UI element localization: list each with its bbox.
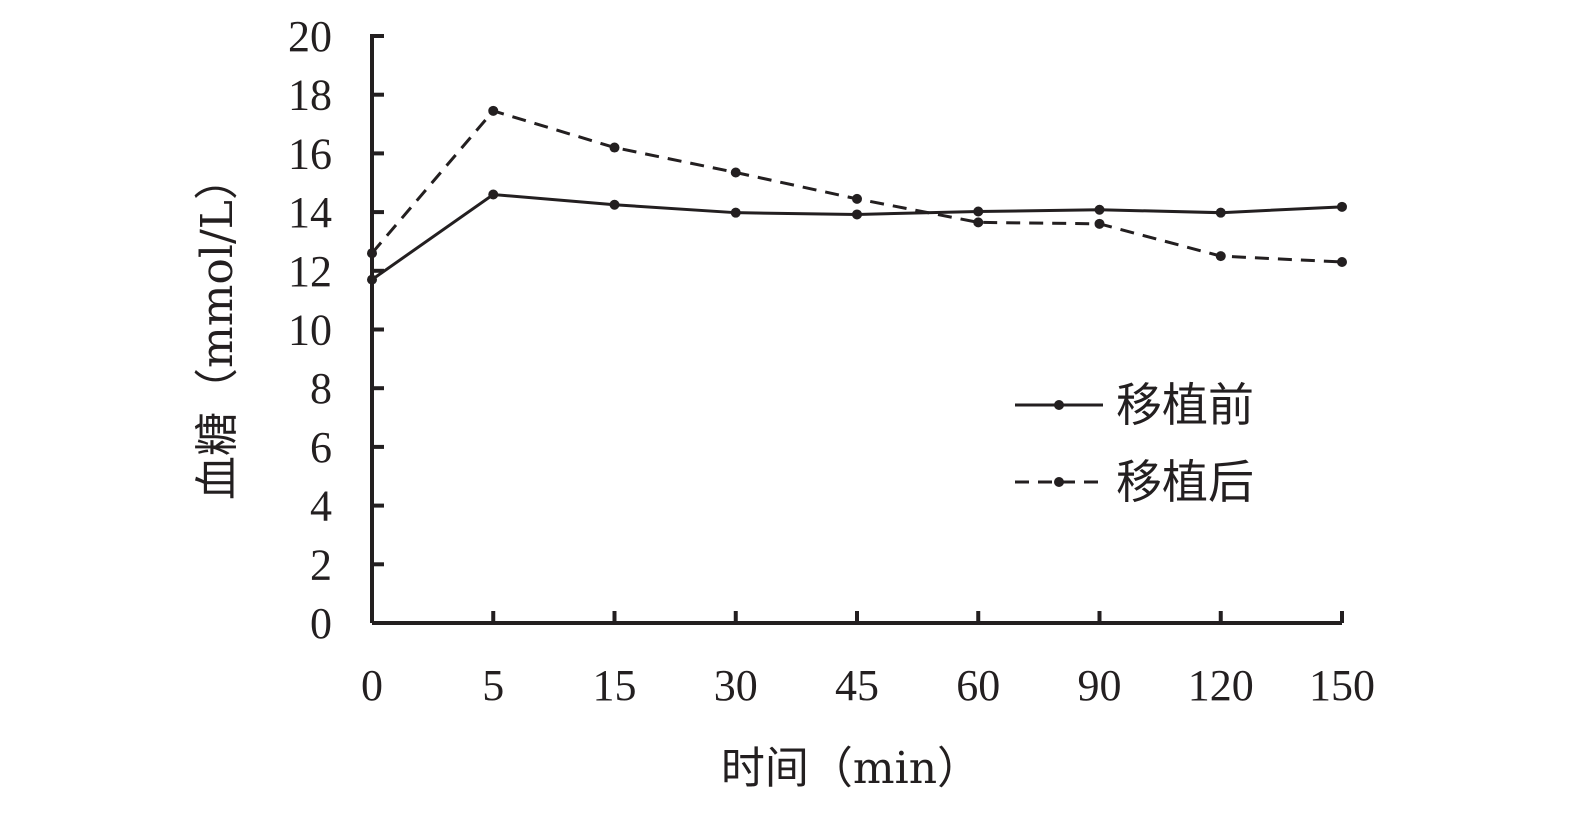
x-axis-title: 时间（min）	[721, 743, 981, 794]
series-2	[367, 105, 1347, 267]
x-tick-label: 60	[956, 661, 1000, 710]
x-axis-ticks: 0 5 15 30 45 60 90 120 150	[361, 611, 1375, 710]
data-point	[367, 248, 377, 259]
data-point	[1094, 204, 1105, 215]
y-tick-label: 20	[288, 12, 332, 61]
series-line	[370, 109, 1343, 264]
legend-item-1: 移植前	[1015, 378, 1254, 432]
y-tick-label: 14	[288, 188, 332, 237]
y-tick-label: 4	[310, 482, 332, 531]
x-tick-label: 0	[361, 661, 383, 710]
y-axis-title: 血糖（mmol/L）	[192, 156, 243, 500]
series-line	[371, 192, 1343, 281]
data-point	[973, 217, 984, 228]
data-point	[1337, 256, 1347, 267]
y-tick-label: 8	[310, 364, 332, 413]
x-tick-label: 30	[714, 661, 758, 710]
x-tick-label: 120	[1188, 661, 1254, 710]
y-tick-label: 18	[288, 71, 332, 120]
x-tick-label: 15	[593, 661, 637, 710]
legend-swatch-marker	[1054, 400, 1064, 410]
data-point	[1215, 207, 1226, 218]
y-tick-label: 0	[310, 599, 332, 648]
data-point	[367, 274, 377, 285]
x-tick-label: 5	[482, 661, 504, 710]
y-tick-label: 6	[310, 423, 332, 472]
data-point	[488, 105, 499, 116]
legend-item-2: 移植后	[1015, 455, 1254, 509]
legend-label: 移植后	[1116, 455, 1254, 509]
data-point	[609, 142, 620, 153]
legend-swatch-marker	[1054, 477, 1064, 487]
y-tick-label: 2	[310, 540, 332, 589]
y-tick-label: 12	[288, 247, 332, 296]
y-tick-label: 16	[288, 129, 332, 178]
legend-label: 移植前	[1116, 378, 1254, 432]
y-tick-label: 10	[288, 306, 332, 355]
x-tick-label: 90	[1078, 661, 1122, 710]
data-point	[852, 209, 862, 220]
data-point	[973, 206, 984, 217]
axes	[370, 34, 1342, 625]
data-point	[730, 207, 741, 218]
data-point	[609, 199, 620, 210]
data-point	[852, 193, 862, 204]
x-tick-label: 45	[835, 661, 879, 710]
data-point	[1094, 218, 1105, 229]
data-point	[1337, 201, 1347, 212]
data-point	[1215, 251, 1226, 262]
data-point	[488, 189, 499, 200]
series-1	[367, 189, 1347, 285]
y-axis-ticks: 0 2 4 6 8 10 12 14 16 18 20	[288, 12, 384, 648]
data-point	[730, 167, 741, 178]
x-tick-label: 150	[1309, 661, 1375, 710]
series-layer	[367, 105, 1347, 285]
